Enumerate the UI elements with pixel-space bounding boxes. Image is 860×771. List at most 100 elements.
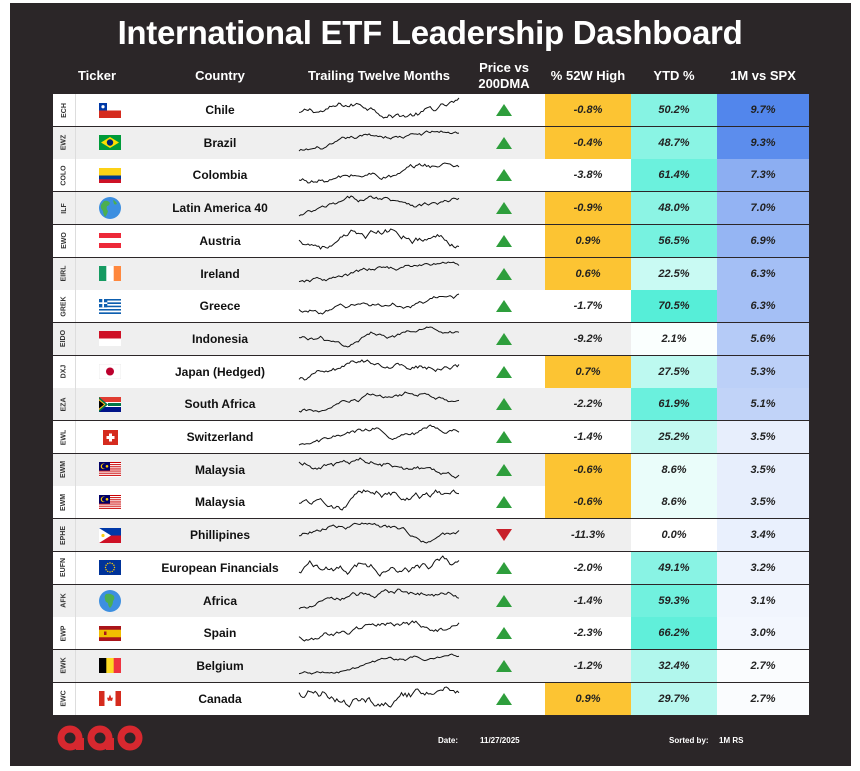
m1-vs-spx-cell: 9.3% xyxy=(717,126,809,159)
flag-icon xyxy=(75,388,145,420)
sparkline-cell xyxy=(295,617,463,649)
m1-vs-spx-cell: 6.3% xyxy=(717,290,809,323)
ticker-cell: EZA xyxy=(53,388,76,421)
ticker-label: AFK xyxy=(60,593,68,608)
sparkline-cell xyxy=(295,159,463,191)
ytd-cell: 0.0% xyxy=(631,519,717,552)
footer-sorted-label: Sorted by: xyxy=(669,736,709,745)
sparkline-cell xyxy=(295,519,463,551)
header-country: Country xyxy=(195,68,245,83)
sparkline-cell xyxy=(295,388,463,420)
ytd-cell: 48.7% xyxy=(631,126,717,159)
ticker-cell: ILF xyxy=(53,192,76,225)
pct-52w-high-cell: -0.6% xyxy=(545,486,631,519)
flag-icon xyxy=(75,192,145,224)
pct-52w-high-cell: 0.9% xyxy=(545,682,631,715)
country-label: Malaysia xyxy=(194,462,246,477)
pct-52w-high-cell: 0.7% xyxy=(545,355,631,388)
header-ytd: YTD % xyxy=(653,68,695,83)
ytd-cell: 50.2% xyxy=(631,94,717,126)
country-label: Africa xyxy=(202,593,237,608)
sparkline-series xyxy=(298,260,460,283)
sparkline-chart xyxy=(298,358,460,381)
table-row: EWM Malaysia -0.6% 8.6% 3.5% xyxy=(53,453,809,486)
header-price-vs-200dma: Price vs 200DMA xyxy=(465,60,543,92)
ytd-cell: 25.2% xyxy=(631,421,717,453)
sparkline-series xyxy=(298,358,460,381)
table-row: EWM Malaysia -0.6% 8.6% 3.5% xyxy=(53,486,809,519)
ticker-cell: EWK xyxy=(53,649,76,682)
flag-icon xyxy=(75,159,145,191)
ticker-cell: EPHE xyxy=(53,519,76,552)
ticker-label: EIDO xyxy=(60,330,68,348)
country-label: Indonesia xyxy=(191,331,248,346)
header-pct-52w-high: % 52W High xyxy=(550,68,626,83)
flag-icon xyxy=(75,127,145,159)
table-row: EUFN European Financials -2.0% 49.1% 3.2… xyxy=(53,551,809,584)
up-arrow-icon xyxy=(465,421,543,453)
m1-vs-spx-cell: 2.7% xyxy=(717,682,809,715)
country-label: Brazil xyxy=(203,135,237,150)
sparkline-series xyxy=(298,554,460,577)
pct-52w-high-cell: -11.3% xyxy=(570,529,606,542)
ticker-cell: GREK xyxy=(53,290,76,323)
m1-vs-spx-cell: 7.0% xyxy=(717,192,809,225)
ticker-label: DXJ xyxy=(60,364,68,379)
sparkline-chart xyxy=(298,260,460,283)
up-arrow-icon xyxy=(465,159,543,191)
ticker-cell: EWL xyxy=(53,421,76,453)
ticker-label: EWM xyxy=(60,461,68,479)
m1-vs-spx-cell: 3.2% xyxy=(717,551,809,584)
sparkline-chart xyxy=(298,228,460,250)
header-price-line1: Price vs xyxy=(479,60,529,75)
sparkline-chart xyxy=(298,97,460,119)
m1-vs-spx-cell: 2.7% xyxy=(717,649,809,682)
pct-52w-high-cell: -1.4% xyxy=(573,431,603,443)
flag-icon xyxy=(75,225,145,257)
sparkline-cell xyxy=(295,454,463,486)
ticker-label: ILF xyxy=(60,202,68,214)
table-row: EWK Belgium -1.2% 32.4% 2.7% xyxy=(53,649,809,682)
up-arrow-icon xyxy=(465,585,543,617)
m1-vs-spx-cell: 9.7% xyxy=(717,94,809,126)
m1-vs-spx-cell: 6.9% xyxy=(717,224,809,257)
country-label: Greece xyxy=(199,299,241,314)
up-arrow-icon xyxy=(465,552,543,584)
sparkline-chart xyxy=(298,162,460,184)
table-row: AFK Africa -1.4% 59.3% 3.1% xyxy=(53,584,809,617)
ticker-label: EWO xyxy=(60,232,68,250)
ticker-cell: AFK xyxy=(53,584,76,617)
ticker-cell: DXJ xyxy=(53,355,76,388)
country-label: Austria xyxy=(199,233,241,248)
header-1m-vs-spx: 1M vs SPX xyxy=(730,68,796,83)
sparkline-chart xyxy=(298,522,460,544)
up-arrow-icon xyxy=(465,617,543,649)
up-arrow-icon xyxy=(465,388,543,420)
sparkline-cell xyxy=(295,585,463,617)
ytd-cell: 49.1% xyxy=(631,551,717,584)
up-arrow-icon xyxy=(465,356,543,388)
footer-date-label: Date: xyxy=(438,736,459,745)
brand-logo-icon xyxy=(57,725,143,751)
flag-icon xyxy=(75,519,145,551)
table-row: EWZ Brazil -0.4% 48.7% 9.3% xyxy=(53,126,809,159)
pct-52w-high-cell: -1.2% xyxy=(573,659,603,672)
ytd-cell: 8.6% xyxy=(631,453,717,486)
pct-52w-high-cell: -0.8% xyxy=(545,94,631,126)
sparkline-series xyxy=(298,97,460,119)
sparkline-series xyxy=(298,620,460,642)
ticker-cell: EWM xyxy=(53,453,76,486)
ytd-cell: 48.0% xyxy=(631,192,717,225)
sparkline-series xyxy=(298,293,460,315)
flag-icon xyxy=(75,552,145,584)
sparkline-cell xyxy=(295,192,463,224)
m1-vs-spx-cell: 3.5% xyxy=(717,486,809,519)
ticker-cell: EUFN xyxy=(53,551,76,584)
ytd-cell: 32.4% xyxy=(631,649,717,682)
up-arrow-icon xyxy=(465,683,543,715)
sparkline-series xyxy=(298,391,460,413)
m1-vs-spx-cell: 7.3% xyxy=(717,159,809,192)
flag-icon xyxy=(75,486,145,518)
pct-52w-high-cell: -9.2% xyxy=(573,332,603,345)
ytd-cell: 22.5% xyxy=(631,257,717,290)
